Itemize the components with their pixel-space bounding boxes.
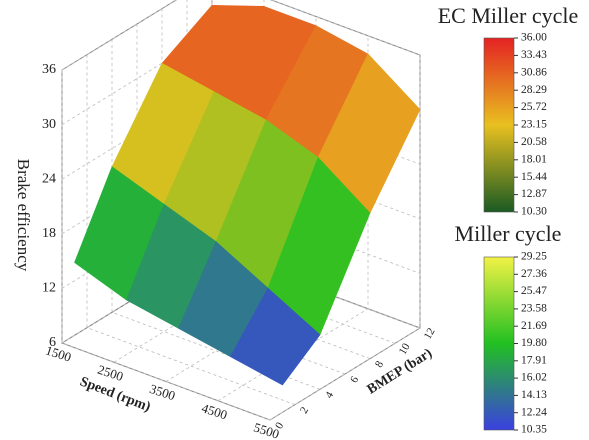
z-tick-label: 36: [42, 62, 56, 77]
colorbar-tick-label: 15.44: [521, 171, 547, 183]
colorbar-tick-label: 28.29: [521, 84, 547, 96]
z-tick-label: 18: [42, 226, 56, 241]
surface-patch: [230, 287, 321, 386]
colorbar-tick-label: 23.58: [521, 303, 547, 315]
colorbar-tick-label: 25.47: [521, 285, 547, 297]
grid-line: [61, 70, 271, 421]
colorbar-tick-label: 27.36: [521, 268, 547, 280]
z-tick-label: 6: [49, 335, 56, 350]
y-tick-label: 6: [348, 374, 361, 385]
colorbar-tick-label: 29.25: [521, 251, 547, 263]
y-tick-label: 4: [323, 389, 336, 400]
colorbar-tick-label: 19.80: [521, 337, 547, 349]
colorbar: [483, 37, 515, 213]
colorbar-tick-label: 16.02: [521, 372, 547, 384]
z-tick-label: 30: [42, 117, 56, 132]
colorbar-tick-label: 10.35: [521, 424, 547, 436]
colorbar-tick-label: 21.69: [521, 320, 547, 332]
y-tick-label: 8: [373, 359, 386, 370]
colorbar-tick-label: 12.87: [521, 188, 547, 200]
y-tick-label: 2: [298, 405, 311, 416]
colorbar-tick-label: 30.86: [521, 66, 547, 78]
colorbar-tick-label: 10.30: [521, 206, 547, 218]
colorbar: [483, 256, 515, 431]
colorbar-tick-label: 14.13: [521, 389, 547, 401]
colorbar-tick-label: 23.15: [521, 119, 547, 131]
colorbar-title: EC Miller cycle: [438, 3, 579, 28]
colorbar-tick-label: 25.72: [521, 101, 547, 113]
z-tick-label: 24: [42, 171, 56, 186]
colorbar-tick-label: 12.24: [521, 406, 547, 418]
colorbar-tick-label: 36.00: [521, 32, 547, 44]
y-tick-label: 0: [273, 420, 286, 431]
y-tick-label: 10: [397, 341, 413, 357]
colorbar-tick-label: 20.58: [521, 136, 547, 148]
grid-line: [86, 54, 296, 406]
colorbar-tick-label: 17.91: [521, 354, 547, 366]
z-tick-label: 12: [42, 281, 56, 296]
z-axis-label: Brake efficiency: [14, 159, 33, 272]
x-tick-label: 5500: [252, 419, 281, 440]
colorbar-tick-label: 33.43: [521, 49, 547, 61]
colorbar-tick-label: 18.01: [521, 153, 547, 165]
y-tick-label: 12: [422, 326, 438, 342]
colorbar-title: Miller cycle: [455, 221, 562, 246]
